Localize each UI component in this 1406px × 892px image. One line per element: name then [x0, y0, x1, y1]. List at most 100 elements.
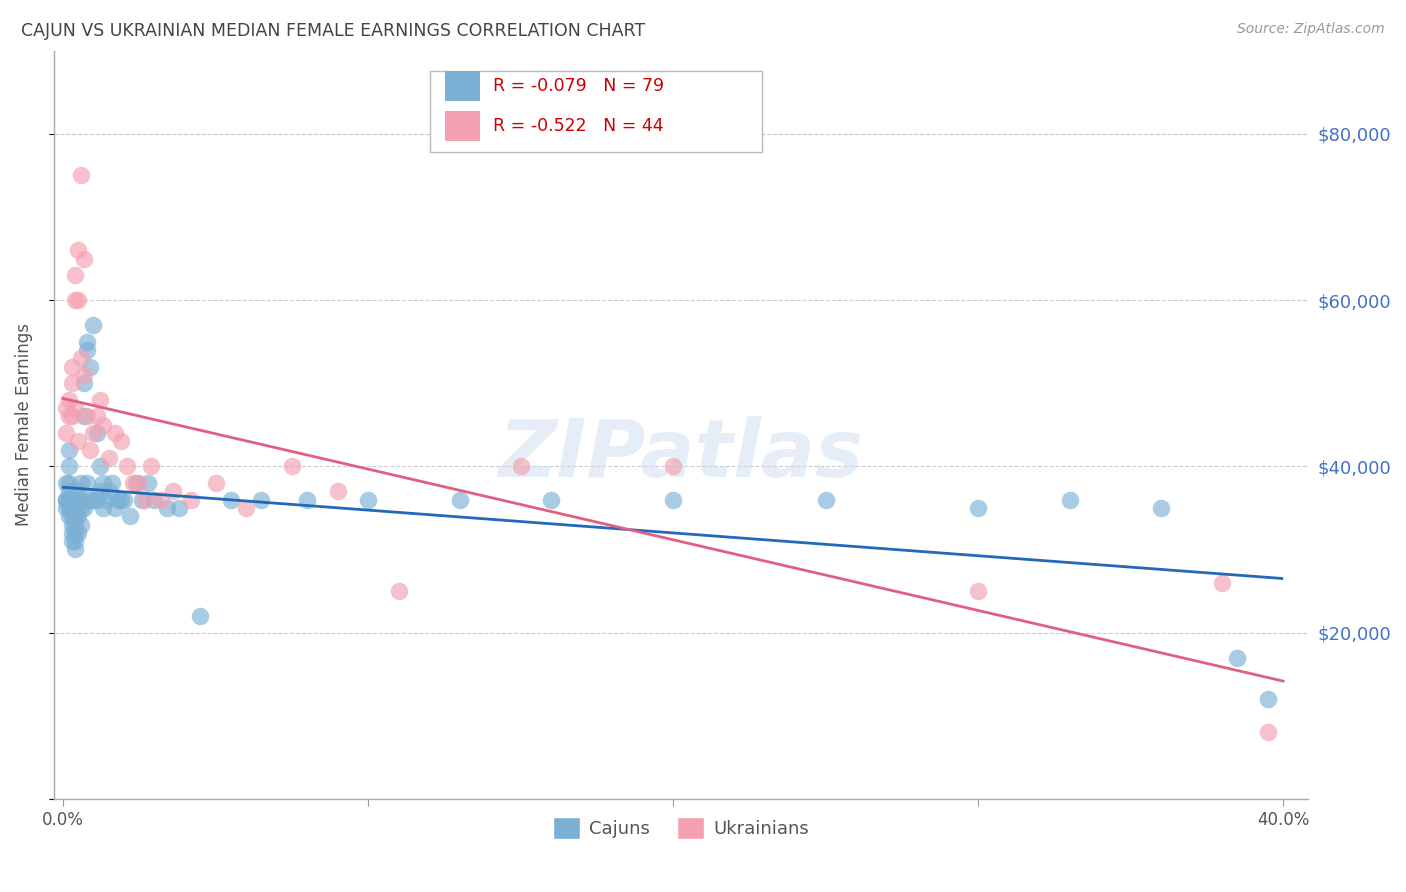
Point — [122, 475, 145, 490]
Point — [180, 492, 202, 507]
Point — [79, 492, 101, 507]
Point — [125, 475, 148, 490]
Point — [58, 484, 80, 499]
Point — [188, 609, 211, 624]
Point — [63, 542, 86, 557]
Text: Source: ZipAtlas.com: Source: ZipAtlas.com — [1237, 22, 1385, 37]
Point — [662, 459, 685, 474]
Point — [449, 492, 471, 507]
Point — [138, 475, 160, 490]
Point — [1059, 492, 1081, 507]
Point — [58, 509, 80, 524]
Point — [63, 517, 86, 532]
Point — [149, 492, 172, 507]
Point — [967, 584, 990, 599]
Point — [97, 450, 120, 465]
Point — [58, 459, 80, 474]
Bar — [444, 70, 479, 101]
Point — [67, 525, 90, 540]
Point — [112, 492, 135, 507]
Point — [94, 492, 117, 507]
Legend: Cajuns, Ukrainians: Cajuns, Ukrainians — [546, 809, 815, 846]
Point — [76, 475, 98, 490]
Point — [76, 343, 98, 357]
Point — [89, 459, 111, 474]
Point — [86, 409, 108, 424]
Point — [58, 409, 80, 424]
Point — [63, 500, 86, 515]
Point — [162, 484, 184, 499]
Text: CAJUN VS UKRAINIAN MEDIAN FEMALE EARNINGS CORRELATION CHART: CAJUN VS UKRAINIAN MEDIAN FEMALE EARNING… — [21, 22, 645, 40]
Point — [55, 492, 77, 507]
Point — [55, 401, 77, 416]
Point — [120, 509, 142, 524]
Point — [67, 484, 90, 499]
Point — [509, 459, 531, 474]
Point — [235, 500, 257, 515]
Point — [967, 500, 990, 515]
Point — [91, 500, 114, 515]
Point — [55, 492, 77, 507]
Point — [143, 492, 166, 507]
Point — [104, 426, 127, 441]
Point — [91, 475, 114, 490]
Point — [1226, 650, 1249, 665]
Point — [73, 368, 96, 382]
Point — [70, 500, 93, 515]
FancyBboxPatch shape — [430, 70, 762, 152]
Point — [60, 517, 83, 532]
Point — [73, 252, 96, 266]
Bar — [444, 112, 479, 141]
Point — [73, 409, 96, 424]
Point — [63, 534, 86, 549]
Point — [110, 434, 132, 449]
Point — [167, 500, 190, 515]
Point — [204, 475, 226, 490]
Point — [156, 500, 179, 515]
Point — [58, 492, 80, 507]
Point — [86, 426, 108, 441]
Point — [357, 492, 380, 507]
Point — [58, 500, 80, 515]
Point — [281, 459, 304, 474]
Point — [63, 509, 86, 524]
Point — [60, 500, 83, 515]
Point — [67, 492, 90, 507]
Point — [1257, 692, 1279, 706]
Point — [107, 492, 129, 507]
Point — [60, 525, 83, 540]
Point — [76, 409, 98, 424]
Point — [58, 475, 80, 490]
Point — [70, 475, 93, 490]
Point — [55, 475, 77, 490]
Point — [1150, 500, 1173, 515]
Point — [1257, 725, 1279, 739]
Point — [60, 492, 83, 507]
Point — [58, 392, 80, 407]
Point — [60, 409, 83, 424]
Point — [1211, 575, 1233, 590]
Point — [67, 509, 90, 524]
Point — [104, 500, 127, 515]
Point — [60, 376, 83, 391]
Point — [101, 475, 124, 490]
Point — [60, 534, 83, 549]
Point — [387, 584, 409, 599]
Point — [70, 351, 93, 366]
Point — [73, 376, 96, 391]
Text: R = -0.079   N = 79: R = -0.079 N = 79 — [492, 77, 664, 95]
Point — [295, 492, 318, 507]
Point — [67, 500, 90, 515]
Point — [97, 484, 120, 499]
Point — [82, 426, 104, 441]
Text: ZIPatlas: ZIPatlas — [498, 416, 863, 493]
Point — [134, 492, 156, 507]
Point — [141, 459, 163, 474]
Point — [63, 293, 86, 307]
Point — [76, 334, 98, 349]
Point — [79, 442, 101, 457]
Point — [60, 359, 83, 374]
Point — [250, 492, 273, 507]
Point — [131, 492, 153, 507]
Point — [67, 243, 90, 257]
